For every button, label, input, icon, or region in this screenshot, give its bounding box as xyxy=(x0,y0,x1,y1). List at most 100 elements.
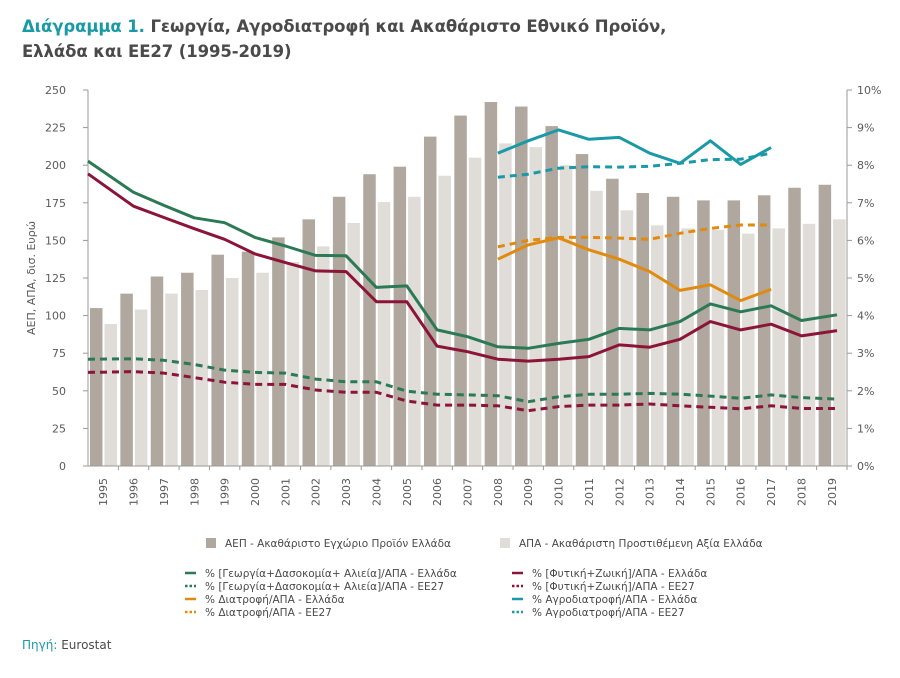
gdp-bar xyxy=(606,178,619,466)
y-tick-label-left: 25 xyxy=(52,422,66,435)
y-tick-label-left: 250 xyxy=(45,84,66,97)
gdp-bar xyxy=(697,200,710,466)
legend-label: % Αγροδιατροφή/ΑΠΑ - Ελλάδα xyxy=(532,594,697,606)
y-tick-label-right: 3% xyxy=(857,347,874,360)
source-value: Eurostat xyxy=(61,638,112,652)
gdp-bar xyxy=(332,196,346,466)
legend-label: % [Φυτική+Ζωική]/ΑΠΑ - ΕΕ27 xyxy=(532,581,695,593)
y-tick-label-right: 8% xyxy=(857,159,874,172)
x-tick-label: 2008 xyxy=(492,478,505,506)
gdp-bar xyxy=(90,308,103,466)
gdp-bar xyxy=(515,106,528,466)
lines-group xyxy=(87,128,838,413)
y-tick-label-right: 2% xyxy=(857,385,874,398)
gva-bar xyxy=(317,246,330,466)
y-tick-label-left: 50 xyxy=(52,385,66,398)
legend-label: % Διατροφή/ΑΠΑ - Ελλάδα xyxy=(205,594,345,606)
chart-title: Διάγραμμα 1. Γεωργία, Αγροδιατροφή και Α… xyxy=(22,14,666,64)
gva-bar xyxy=(802,223,816,466)
source-label: Πηγή: xyxy=(22,638,58,652)
gdp-bar xyxy=(181,272,194,466)
line-series-2 xyxy=(497,236,772,303)
x-tick-label: 2018 xyxy=(795,478,808,506)
y-tick-label-left: 225 xyxy=(45,122,66,135)
x-tick-label: 2015 xyxy=(704,478,717,506)
gdp-bar xyxy=(363,174,376,466)
legend-label: ΑΕΠ - Ακαθάριστο Εγχώριο Προϊόν Ελλάδα xyxy=(225,538,451,550)
x-tick-label: 2007 xyxy=(462,478,475,506)
gva-bar xyxy=(286,262,300,466)
gva-bar xyxy=(104,324,117,466)
line-series-0 xyxy=(87,159,838,350)
legend-label: ΑΠΑ - Ακαθάριστη Προστιθέμενη Αξία Ελλάδ… xyxy=(519,538,763,550)
y-tick-label-right: 6% xyxy=(857,234,874,247)
chart-title-line1: Γεωργία, Αγροδιατροφή και Ακαθάριστο Εθν… xyxy=(150,17,667,36)
x-tick-label: 2009 xyxy=(522,478,535,506)
x-tick-label: 2013 xyxy=(644,478,657,506)
gva-bar xyxy=(833,219,846,466)
gva-bar xyxy=(772,228,785,466)
gdp-bar xyxy=(454,115,467,467)
x-tick-label: 2010 xyxy=(553,478,566,506)
gva-bar xyxy=(681,228,694,466)
gva-bar xyxy=(408,196,421,466)
line-series-7 xyxy=(497,151,772,179)
gdp-bar xyxy=(484,102,498,467)
chart-title-line2: Ελλάδα και ΕΕ27 (1995-2019) xyxy=(22,42,292,61)
y-tick-label-left: 175 xyxy=(45,197,66,210)
legend-label: % Αγροδιατροφή/ΑΠΑ - ΕΕ27 xyxy=(532,607,685,619)
gdp-bar xyxy=(302,219,316,466)
y-tick-label-right: 0% xyxy=(857,460,874,473)
gdp-bar xyxy=(575,154,589,466)
legend-label: % [Γεωργία+Δασοκομία+ Αλιεία]/ΑΠΑ - Ελλά… xyxy=(205,568,457,580)
line-series-6 xyxy=(497,128,772,166)
x-tick-label: 2002 xyxy=(310,478,323,506)
x-tick-label: 2014 xyxy=(674,478,687,506)
y-tick-label-right: 4% xyxy=(857,310,874,323)
gva-bar xyxy=(529,147,543,467)
gva-bar xyxy=(711,229,725,466)
x-tick-label: 2017 xyxy=(765,478,778,506)
bars-group xyxy=(90,102,846,467)
gva-bar xyxy=(559,165,573,466)
gva-bar xyxy=(590,190,603,466)
y-tick-label-right: 7% xyxy=(857,197,874,210)
x-tick-label: 1997 xyxy=(158,478,171,506)
x-tick-label: 2016 xyxy=(735,478,748,506)
gdp-bar xyxy=(241,251,255,466)
legend-label: % [Γεωργία+Δασοκομία+ Αλιεία]/ΑΠΑ - ΕΕ27 xyxy=(205,581,444,593)
gva-bar xyxy=(742,233,755,466)
gdp-bar xyxy=(211,254,224,466)
y-tick-label-left: 75 xyxy=(52,347,66,360)
x-tick-label: 1999 xyxy=(219,478,232,506)
gdp-bar xyxy=(666,196,680,466)
x-tick-label: 2005 xyxy=(401,478,414,506)
x-tick-label: 2003 xyxy=(340,478,353,506)
gva-bar xyxy=(468,157,482,466)
gva-bar xyxy=(256,272,269,466)
x-tick-label: 2004 xyxy=(370,478,383,506)
line-series-1 xyxy=(87,357,838,404)
gdp-bar xyxy=(757,195,771,466)
gdp-bar xyxy=(727,200,741,466)
gva-bar xyxy=(377,202,391,466)
x-tick-label: 2006 xyxy=(431,478,444,506)
legend-swatch-gdp xyxy=(206,538,216,548)
source-note: Πηγή: Eurostat xyxy=(22,638,111,652)
x-tick-label: 2011 xyxy=(583,478,596,506)
x-tick-label: 2012 xyxy=(613,478,626,506)
gva-bar xyxy=(165,293,178,466)
gdp-bar xyxy=(120,293,133,466)
y-axis-title: ΑΕΠ, ΑΠΑ, δισ. Ευρώ xyxy=(25,221,38,335)
gva-bar xyxy=(499,143,512,466)
gva-bar xyxy=(438,175,451,466)
y-tick-label-left: 125 xyxy=(45,272,66,285)
gdp-bar xyxy=(788,187,801,466)
line-series-5 xyxy=(87,370,837,413)
y-tick-label-left: 150 xyxy=(45,234,66,247)
gdp-bar xyxy=(393,166,407,467)
line-series-4 xyxy=(87,172,838,363)
x-tick-label: 1996 xyxy=(128,478,141,506)
gdp-bar xyxy=(423,136,437,466)
